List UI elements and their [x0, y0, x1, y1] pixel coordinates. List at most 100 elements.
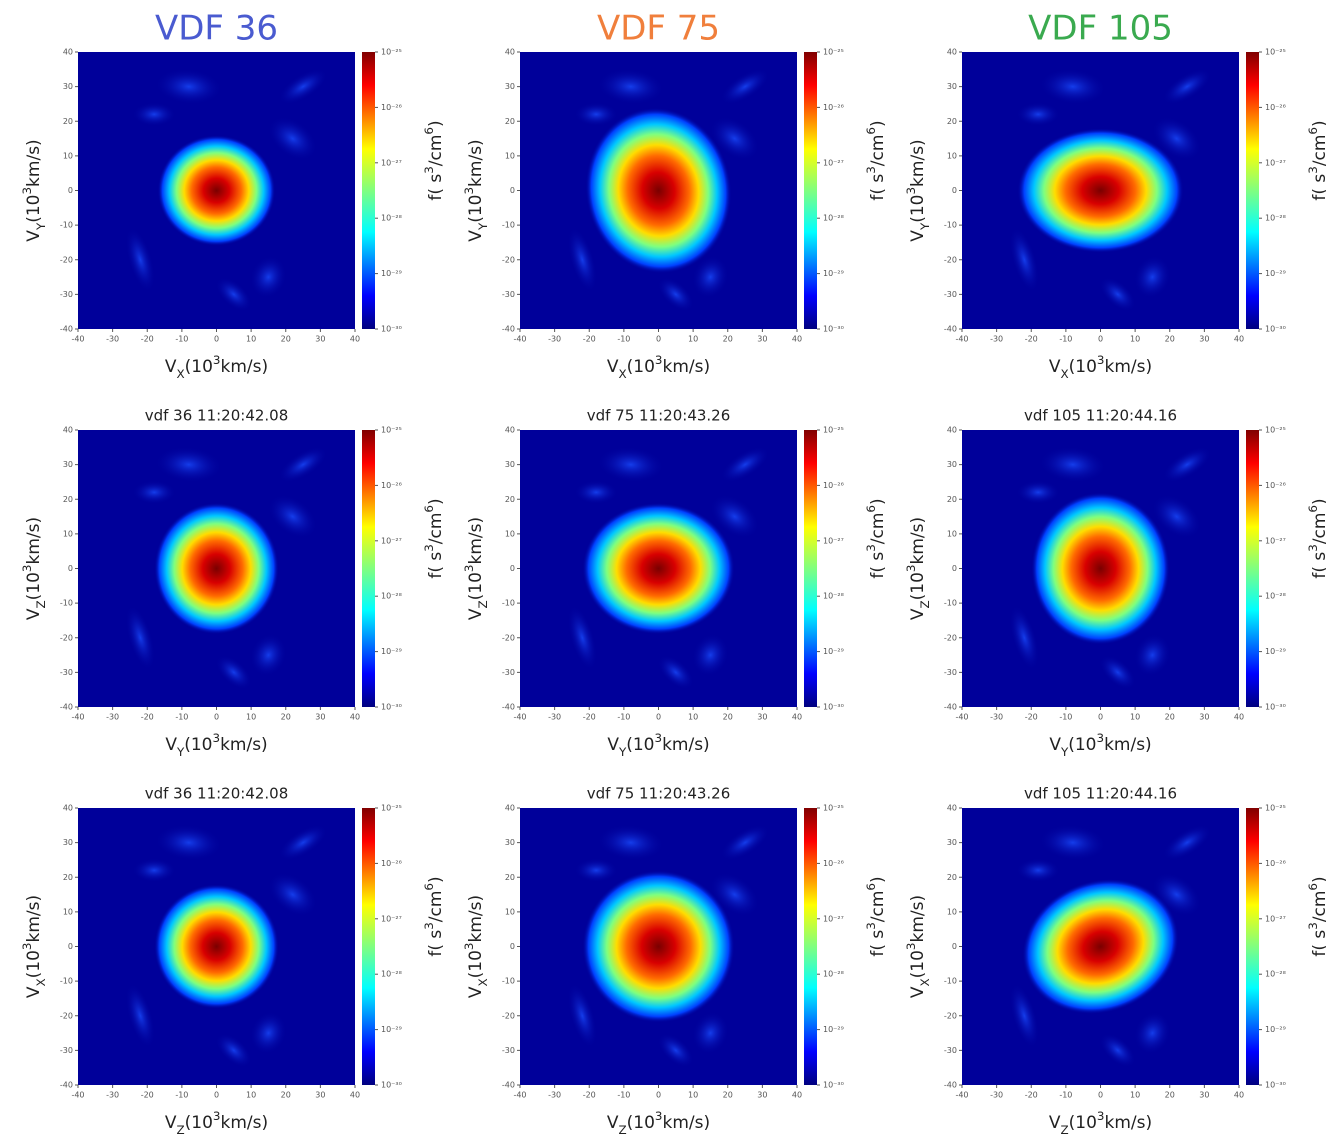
x-tick-label: 0: [1098, 1091, 1103, 1100]
y-tick-label: 20: [505, 117, 515, 126]
halo: [720, 446, 770, 483]
label-part: /cm: [1310, 513, 1326, 545]
y-tick-label: -10: [944, 977, 957, 986]
y-axis-label: VY(103km/s): [20, 139, 48, 241]
y-tick-label: 40: [505, 426, 515, 435]
y-tick-label: 0: [510, 186, 515, 195]
halo: [1151, 116, 1202, 161]
label-part: 3: [422, 544, 436, 552]
y-tick-label: 20: [947, 873, 957, 882]
label-part: V: [466, 230, 486, 242]
halo: [215, 277, 253, 312]
label-part: (10: [908, 572, 928, 600]
label-part: Z: [34, 600, 48, 608]
colorbar-tick-label: 10⁻³⁰: [1265, 1081, 1286, 1090]
halo: [1009, 226, 1040, 293]
y-tick-label: 10: [947, 529, 957, 538]
colorbar-tick-label: 10⁻²⁷: [823, 158, 844, 167]
colorbar-tick-label: 10⁻³⁰: [1265, 703, 1286, 712]
y-tick-label: -20: [944, 633, 957, 642]
x-axis-label: VZ(103km/s): [165, 1109, 268, 1137]
y-tick-label: 0: [952, 564, 957, 573]
halo: [567, 604, 598, 671]
panel-title: vdf 36 11:20:42.08: [145, 785, 289, 803]
x-tick-label: -20: [583, 1091, 596, 1100]
halo: [1009, 982, 1040, 1049]
halo: [267, 494, 318, 539]
y-tick-label: -30: [502, 668, 515, 677]
colorbar-label: f( s3/cm6): [1306, 120, 1326, 200]
label-part: (10: [1068, 735, 1096, 755]
x-tick-label: -40: [71, 713, 84, 722]
y-tick-label: -20: [944, 1011, 957, 1020]
colorbar-tick-label: 10⁻³⁰: [823, 1081, 844, 1090]
halo: [249, 255, 287, 299]
x-tick-label: -30: [548, 1091, 561, 1100]
label-part: ): [868, 876, 888, 883]
halo: [278, 824, 328, 861]
label-part: 3: [462, 942, 476, 950]
label-part: X: [918, 978, 932, 986]
y-tick-label: 0: [952, 186, 957, 195]
colorbar-tick-label: 10⁻³⁰: [1265, 325, 1286, 334]
label-part: km/s): [663, 1113, 711, 1133]
colorbar-tick-label: 10⁻²⁵: [381, 426, 402, 435]
label-part: V: [1049, 1113, 1061, 1133]
y-tick-label: 20: [505, 873, 515, 882]
y-tick-label: -30: [60, 1046, 73, 1055]
vdf-core: [157, 135, 276, 246]
halo: [709, 116, 760, 161]
label-part: f( s: [426, 930, 446, 957]
colorbar-tick-label: 10⁻²⁵: [823, 48, 844, 57]
y-tick-label: -40: [60, 1081, 73, 1090]
colorbar: [362, 808, 375, 1085]
label-part: 3: [20, 942, 34, 950]
label-part: (10: [466, 572, 486, 600]
y-tick-label: -10: [502, 221, 515, 230]
y-tick-label: -30: [60, 668, 73, 677]
x-tick-label: 40: [1234, 335, 1244, 344]
colorbar-label: f( s3/cm6): [864, 120, 889, 200]
x-tick-label: 10: [246, 1091, 256, 1100]
x-axis-label: VY(103km/s): [165, 731, 267, 759]
x-tick-label: 20: [1165, 713, 1175, 722]
halo: [567, 982, 598, 1049]
halo: [1038, 68, 1107, 105]
label-part: V: [165, 1113, 177, 1133]
x-tick-label: 0: [214, 713, 219, 722]
label-part: ): [1310, 120, 1326, 127]
label-part: V: [165, 357, 177, 377]
x-tick-label: 40: [792, 713, 802, 722]
halo: [720, 824, 770, 861]
colorbar-tick-label: 10⁻²⁶: [1265, 103, 1286, 112]
x-tick-label: -30: [106, 1091, 119, 1100]
x-tick-label: 30: [1199, 335, 1209, 344]
panel-title: vdf 105 11:20:44.16: [1024, 407, 1177, 425]
halo: [657, 1033, 695, 1068]
y-tick-label: 10: [947, 907, 957, 916]
label-part: ): [426, 876, 446, 883]
halo: [267, 872, 318, 917]
label-part: ): [1310, 876, 1326, 883]
colorbar: [804, 430, 817, 707]
label-part: 3: [213, 1109, 221, 1123]
label-part: V: [1049, 735, 1061, 755]
label-part: 3: [904, 564, 918, 572]
label-part: V: [607, 1113, 619, 1133]
halo: [567, 226, 598, 293]
heatmap: [567, 446, 770, 690]
y-tick-label: 20: [947, 495, 957, 504]
colorbar-tick-label: 10⁻²⁸: [1265, 970, 1286, 979]
label-part: (10: [466, 950, 486, 978]
x-tick-label: -20: [1025, 1091, 1038, 1100]
x-tick-label: -40: [513, 1091, 526, 1100]
label-part: 6: [422, 883, 436, 891]
label-part: V: [607, 357, 619, 377]
y-tick-label: -20: [502, 1011, 515, 1020]
label-part: Y: [34, 222, 48, 231]
colorbar-tick-label: 10⁻²⁵: [1265, 48, 1286, 57]
x-axis-label: VX(103km/s): [165, 353, 268, 381]
halo: [596, 446, 665, 483]
label-part: km/s): [24, 517, 44, 565]
y-tick-label: -30: [502, 290, 515, 299]
